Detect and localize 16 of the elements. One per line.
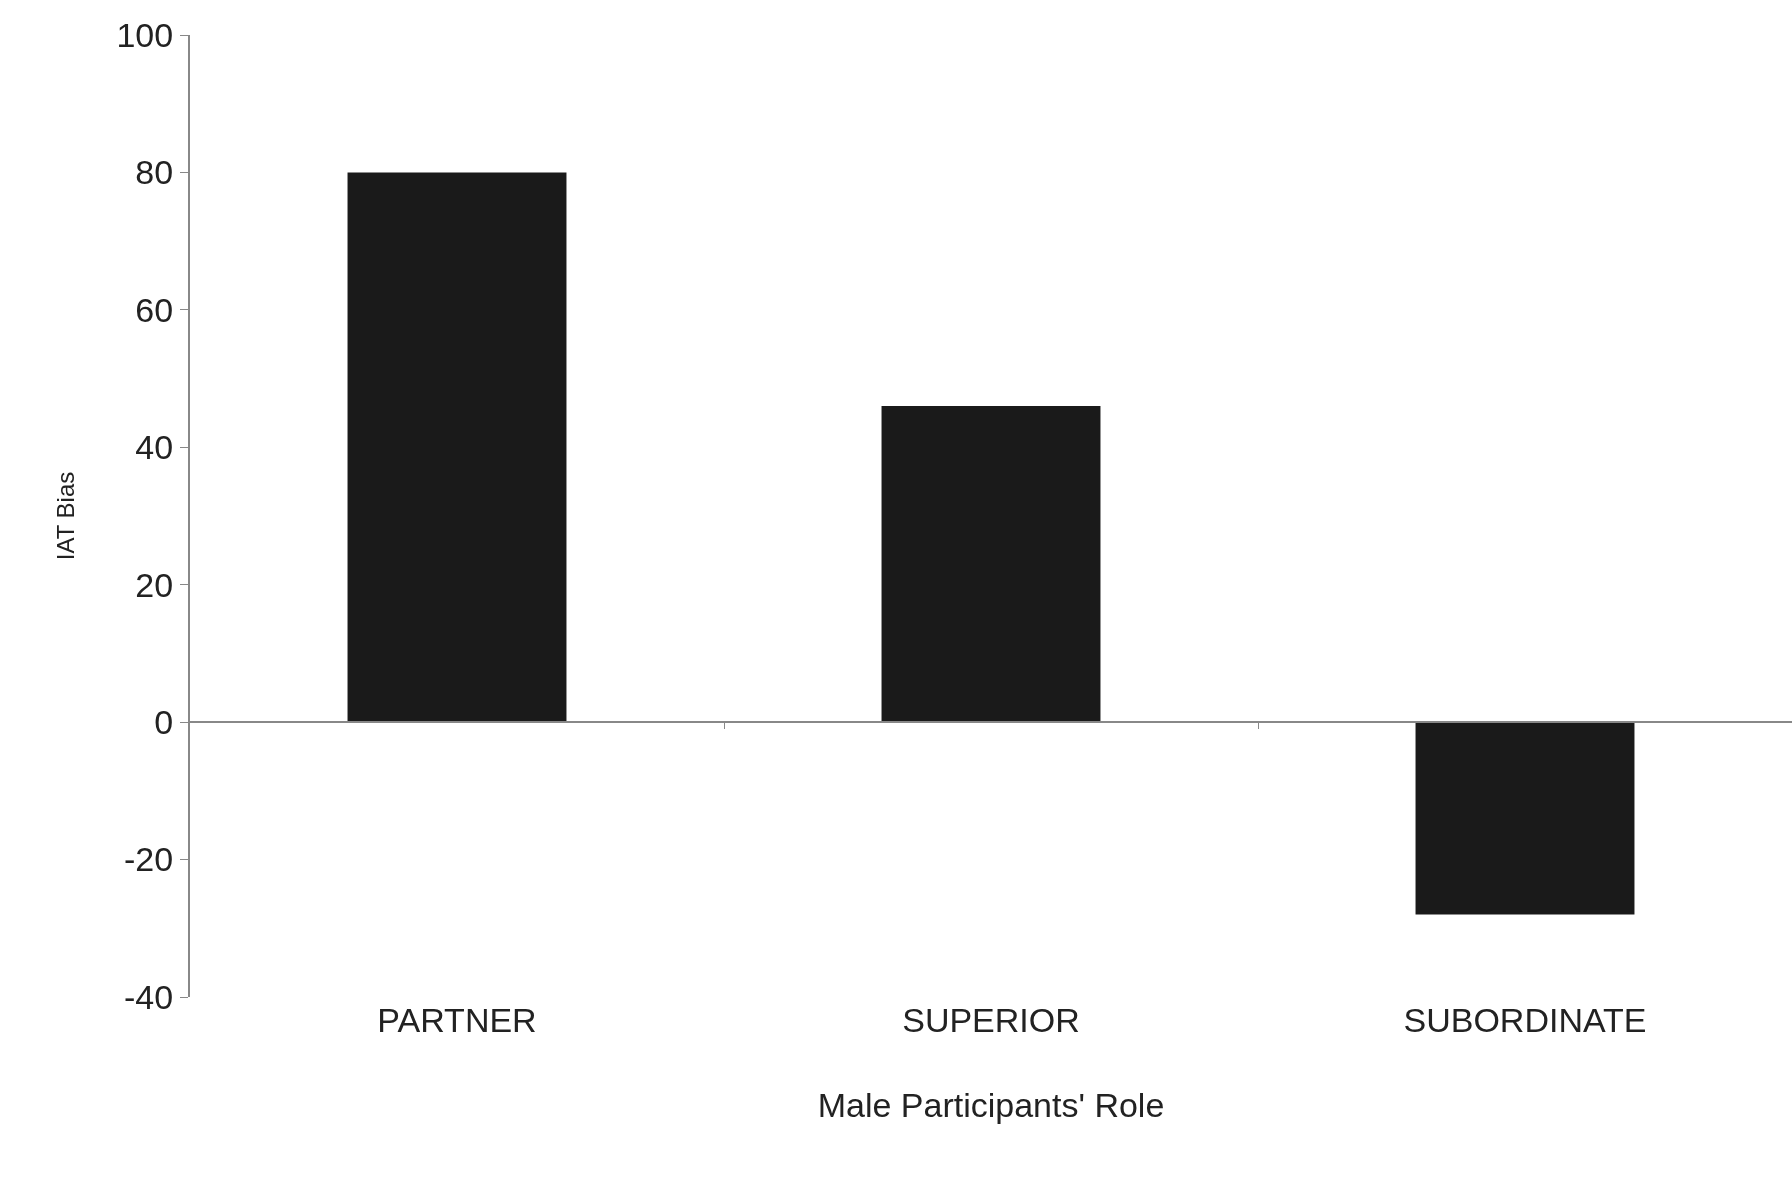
- y-tick-label: 40: [135, 428, 174, 467]
- y-tick-label: -40: [124, 977, 174, 1016]
- y-axis-title: IAT Bias: [52, 471, 80, 561]
- y-tick-label: 0: [154, 703, 174, 742]
- y-tick-label: 20: [135, 565, 174, 604]
- y-tick-label: -20: [124, 840, 174, 879]
- y-tick-label: 100: [116, 15, 174, 54]
- x-tick-label: SUPERIOR: [902, 1001, 1080, 1039]
- y-tick-label: 60: [135, 290, 174, 329]
- bar: [1415, 722, 1635, 915]
- bar: [881, 406, 1101, 723]
- y-tick-label: 80: [135, 153, 174, 192]
- bar: [347, 172, 567, 723]
- x-tick-label: SUBORDINATE: [1403, 1001, 1647, 1039]
- x-axis-title: Male Participants' Role: [817, 1086, 1165, 1125]
- x-tick-label: PARTNER: [377, 1001, 537, 1039]
